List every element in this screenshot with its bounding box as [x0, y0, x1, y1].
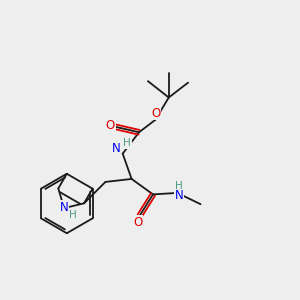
Text: N: N: [175, 189, 183, 203]
Text: N: N: [112, 142, 121, 155]
Text: H: H: [69, 210, 76, 220]
Text: O: O: [106, 119, 115, 132]
Text: H: H: [175, 182, 183, 191]
Text: O: O: [151, 107, 160, 120]
Text: O: O: [134, 216, 143, 229]
Text: H: H: [123, 138, 131, 148]
Text: N: N: [60, 201, 68, 214]
